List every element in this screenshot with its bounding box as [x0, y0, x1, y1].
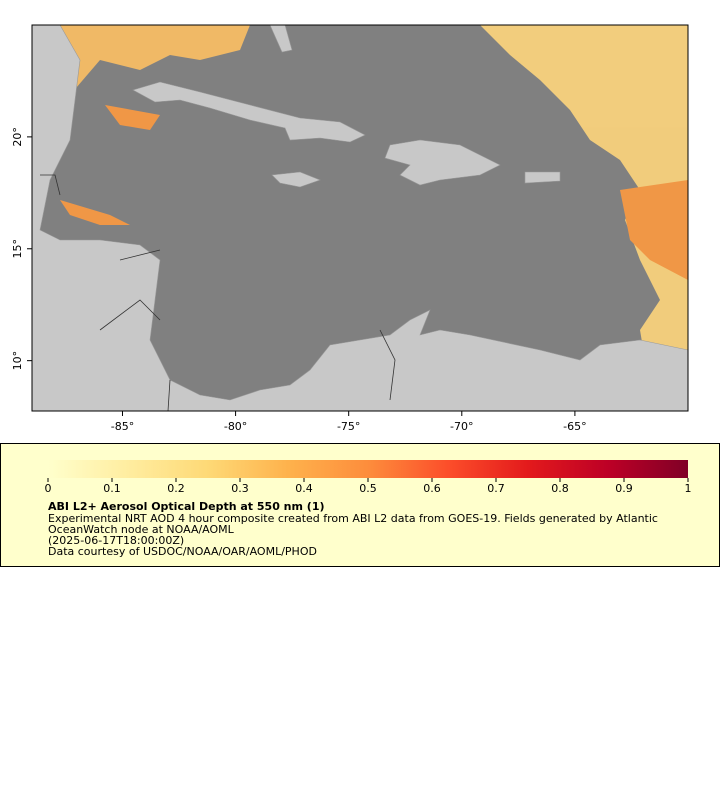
y-tick-label: 10°: [11, 351, 24, 371]
legend-line: OceanWatch node at NOAA/AOML: [48, 523, 235, 536]
borders: [40, 174, 396, 411]
colorbar-tick-label: 0.1: [103, 482, 121, 495]
legend-line: Experimental NRT AOD 4 hour composite cr…: [48, 512, 658, 525]
colorbar-tick-label: 0.5: [359, 482, 377, 495]
legend-line: Data courtesy of USDOC/NOAA/OAR/AOML/PHO…: [48, 545, 317, 558]
x-tick-label: -70°: [450, 420, 473, 433]
colorbar-tick-label: 0: [45, 482, 52, 495]
legend-title: ABI L2+ Aerosol Optical Depth at 550 nm …: [48, 500, 325, 513]
colorbar-tick-label: 0.6: [423, 482, 441, 495]
colorbar-tick-label: 0.2: [167, 482, 185, 495]
colorbar-tick-label: 0.7: [487, 482, 505, 495]
x-tick-label: -75°: [337, 420, 360, 433]
legend-line: (2025-06-17T18:00:00Z): [48, 534, 184, 547]
x-tick-label: -65°: [563, 420, 586, 433]
y-tick-label: 20°: [11, 127, 24, 147]
x-tick-label: -80°: [224, 420, 247, 433]
colorbar-tick-label: 0.3: [231, 482, 249, 495]
land: [32, 25, 688, 411]
y-tick-label: 15°: [11, 239, 24, 259]
colorbar: [48, 460, 688, 478]
map: [32, 25, 688, 411]
map-frame: [31, 24, 689, 412]
colorbar-tick-label: 1: [685, 482, 692, 495]
x-tick-label: -85°: [111, 420, 134, 433]
colorbar-tick-label: 0.8: [551, 482, 569, 495]
colorbar-tick-label: 0.4: [295, 482, 313, 495]
colorbar-tick-label: 0.9: [615, 482, 633, 495]
